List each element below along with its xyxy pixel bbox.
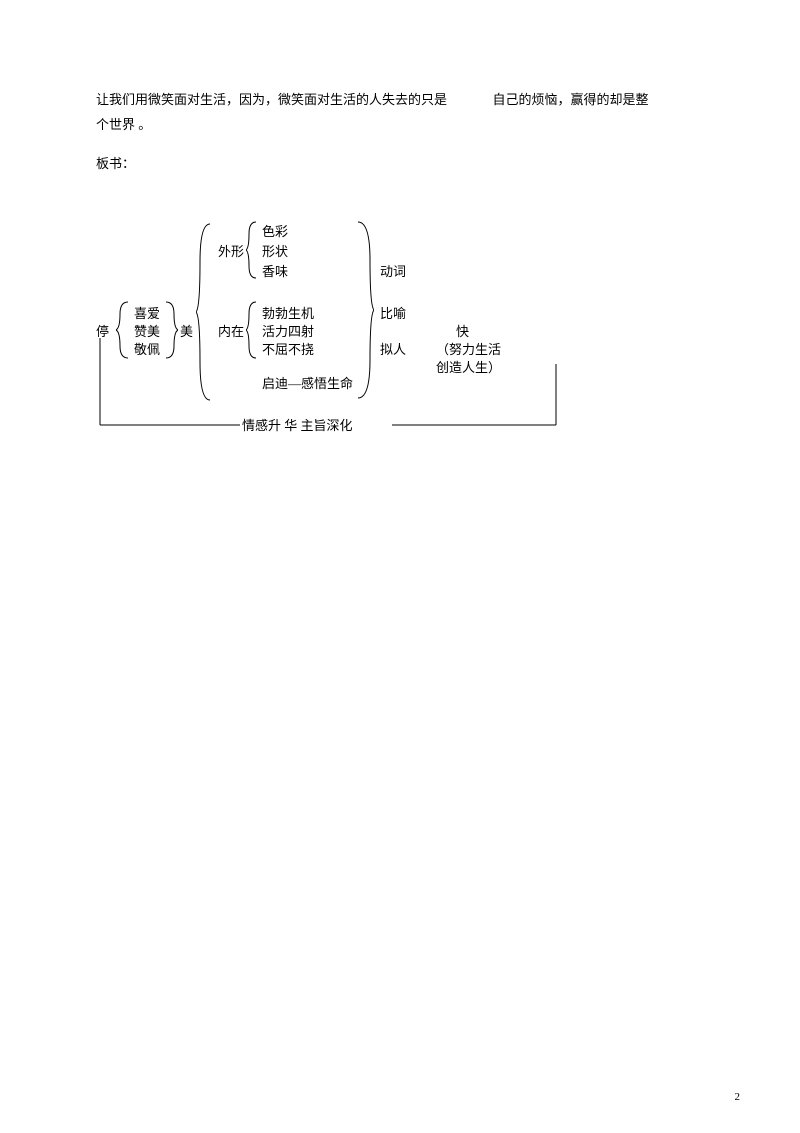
board-heading: 板书： bbox=[96, 154, 704, 175]
body-line-1: 让我们用微笑面对生活，因为，微笑面对生活的人失去的只是 自己的烦恼，赢得的却是整 bbox=[96, 90, 704, 111]
page-number: 2 bbox=[735, 1091, 741, 1103]
concept-diagram: 停 喜爱 赞美 敬佩 美 外形 色彩 形状 香味 内在 勃勃生机 活力 bbox=[96, 204, 704, 464]
connector-lines bbox=[96, 204, 596, 454]
body-line-2: 个世界 。 bbox=[96, 115, 704, 136]
